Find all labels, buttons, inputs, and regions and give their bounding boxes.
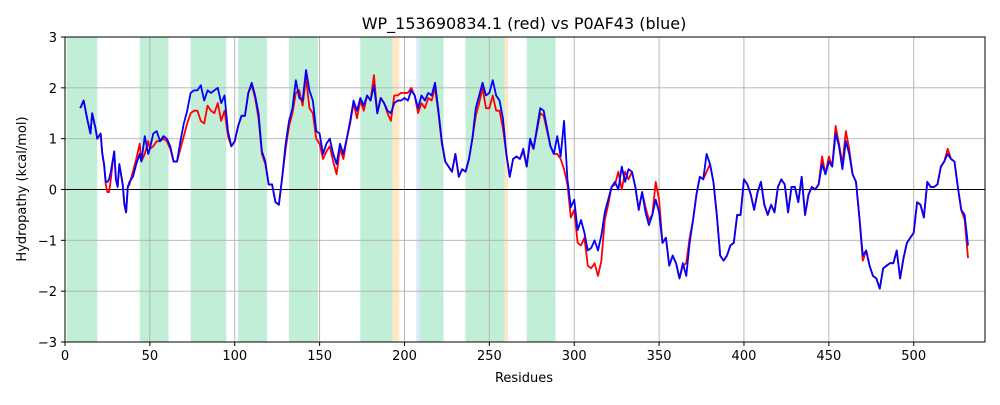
y-tick-label--3: −3 [38,336,57,351]
y-tick-label-2: 2 [49,82,57,97]
y-tick-label-1: 1 [49,133,57,148]
x-tick-label-0: 0 [61,349,69,364]
x-tick-label-450: 450 [816,349,841,364]
x-tick-label-150: 150 [307,349,332,364]
y-tick-label--1: −1 [38,234,57,249]
series-line-1 [79,69,969,290]
plot-area: 0 50 100 150 200 250 300 350 400 450 500 −3 −2 −1 0 1 2 3 [38,31,986,364]
chart-title: WP_153690834.1 (red) vs P0AF43 (blue) [362,14,687,34]
y-tick-label-3: 3 [49,31,57,46]
x-tick-label-500: 500 [901,349,926,364]
x-tick-label-100: 100 [222,349,247,364]
y-tick-label-0: 0 [49,184,57,199]
x-tick-label-350: 350 [647,349,672,364]
y-tick-label--2: −2 [38,285,57,300]
x-tick-label-400: 400 [732,349,757,364]
x-axis-title: Residues [495,371,553,386]
x-tick-label-250: 250 [477,349,502,364]
x-tick-label-300: 300 [562,349,587,364]
y-axis-title: Hydropathy (kcal/mol) [15,116,30,261]
x-tick-label-200: 200 [392,349,417,364]
x-tick-label-50: 50 [142,349,159,364]
